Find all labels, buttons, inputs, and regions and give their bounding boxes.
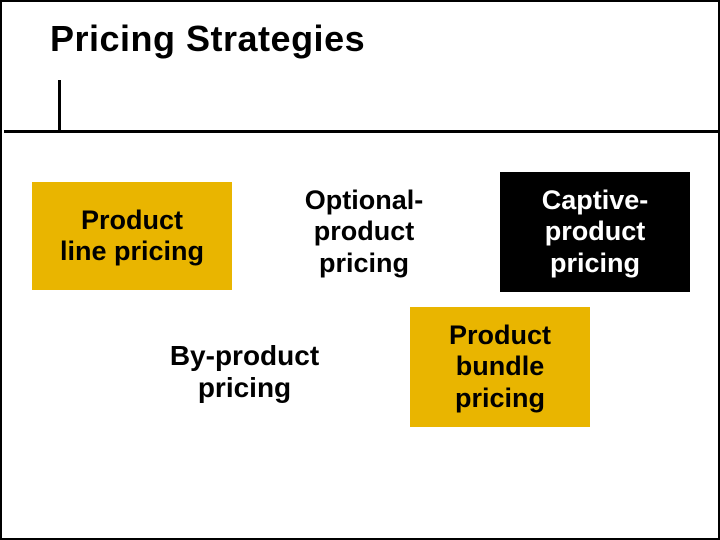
title-bullet-tick — [58, 80, 61, 132]
box-optional-product-pricing: Optional- product pricing — [269, 172, 459, 292]
box-product-bundle-pricing: Product bundle pricing — [410, 307, 590, 427]
slide-title: Pricing Strategies — [50, 18, 365, 60]
box-product-line-pricing: Product line pricing — [32, 182, 232, 290]
box-label: Product line pricing — [60, 205, 204, 267]
box-label: Optional- product pricing — [305, 185, 423, 278]
box-by-product-pricing: By-product pricing — [132, 322, 357, 422]
slide: Pricing Strategies Product line pricing … — [0, 0, 720, 540]
title-underline — [4, 130, 720, 133]
box-label: Captive- product pricing — [542, 185, 649, 278]
box-label: By-product pricing — [170, 340, 319, 404]
box-label: Product bundle pricing — [449, 320, 551, 413]
box-captive-product-pricing: Captive- product pricing — [500, 172, 690, 292]
